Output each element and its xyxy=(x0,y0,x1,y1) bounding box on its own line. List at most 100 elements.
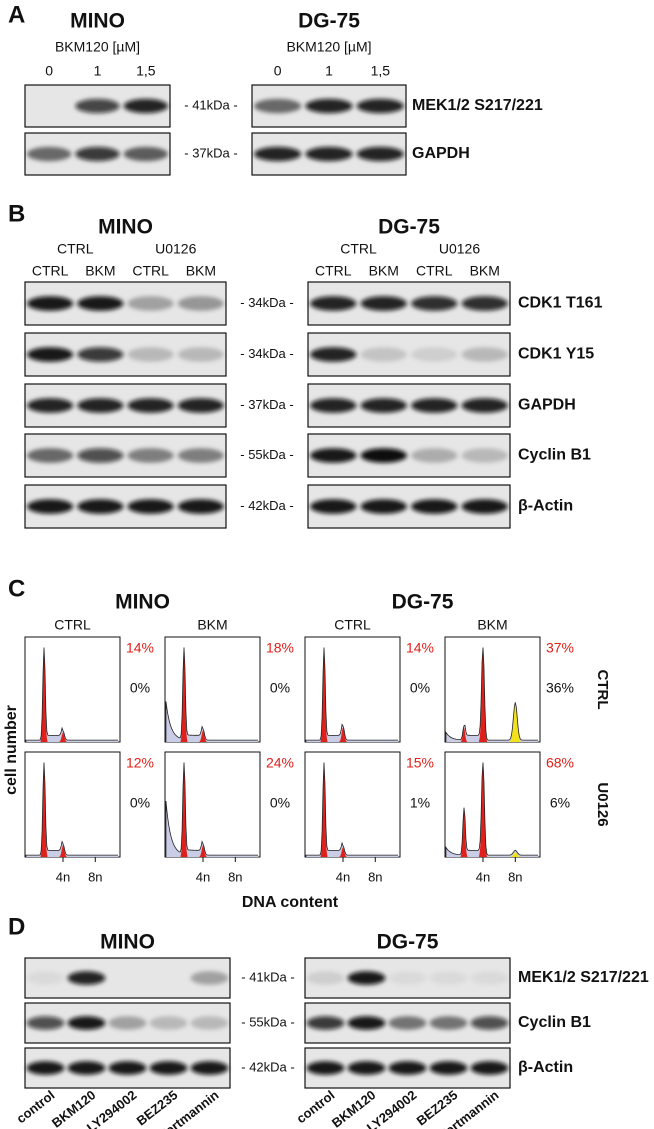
band xyxy=(356,146,404,162)
condition: CTRL xyxy=(57,241,94,257)
group-title: MINO xyxy=(100,931,155,954)
histogram-outline xyxy=(165,762,259,857)
stat-black: 0% xyxy=(410,680,430,696)
band xyxy=(360,398,407,413)
group-title: DG-75 xyxy=(392,591,454,614)
histogram-peak xyxy=(509,852,521,857)
marker: - 55kDa - xyxy=(241,1014,294,1029)
band xyxy=(429,971,468,985)
band xyxy=(411,296,458,311)
band xyxy=(254,98,302,114)
band xyxy=(149,1016,188,1030)
band xyxy=(177,398,224,413)
histogram-outline xyxy=(25,647,119,742)
band xyxy=(77,398,124,413)
band xyxy=(127,398,174,413)
band xyxy=(411,398,458,413)
stat-black: 0% xyxy=(270,795,290,811)
band xyxy=(26,1061,65,1075)
band xyxy=(461,296,508,311)
lane-label: CTRL xyxy=(32,263,69,279)
protein: MEK1/2 S217/221 xyxy=(412,97,543,114)
band xyxy=(310,499,357,514)
histogram-peak xyxy=(59,732,67,742)
column-header: BKM xyxy=(197,617,227,633)
stat-red: 15% xyxy=(406,755,434,771)
stat-red: 12% xyxy=(126,755,154,771)
band xyxy=(461,347,508,362)
histogram-outline xyxy=(25,762,119,857)
band xyxy=(190,1016,229,1030)
band xyxy=(75,146,120,162)
histogram-peak xyxy=(339,847,347,857)
band xyxy=(470,971,509,985)
histogram-peak xyxy=(339,727,347,742)
histogram-frame xyxy=(444,636,541,743)
condition: CTRL xyxy=(340,241,377,257)
x-tick-label: 4n xyxy=(196,869,210,884)
band xyxy=(388,1016,427,1030)
band xyxy=(177,499,224,514)
histogram-outline xyxy=(445,762,539,857)
histogram-peak xyxy=(199,845,207,857)
protein: GAPDH xyxy=(412,145,470,162)
protein: Cyclin B1 xyxy=(518,447,591,464)
lane-label: 0 xyxy=(45,63,53,79)
marker: - 37kDa - xyxy=(240,397,293,412)
histogram-outline xyxy=(305,647,399,742)
panel-letter: A xyxy=(8,1,25,28)
group-title: DG-75 xyxy=(377,931,439,954)
band xyxy=(27,296,74,311)
marker: - 41kDa - xyxy=(184,97,237,112)
marker: - 34kDa - xyxy=(240,295,293,310)
band xyxy=(123,98,169,114)
column-header: BKM xyxy=(477,617,507,633)
band xyxy=(127,296,174,311)
histogram-frame xyxy=(24,751,121,858)
band xyxy=(149,1061,188,1075)
condition: U0126 xyxy=(155,241,196,257)
x-tick-label: 8n xyxy=(368,869,382,884)
band xyxy=(461,398,508,413)
band xyxy=(470,1016,509,1030)
band xyxy=(26,1016,65,1030)
histogram-frame xyxy=(24,636,121,743)
protein: Cyclin B1 xyxy=(518,1014,591,1031)
band xyxy=(306,971,345,985)
panel-letter: B xyxy=(8,200,25,227)
band xyxy=(305,98,353,114)
lane-label: 1,5 xyxy=(371,63,391,79)
band xyxy=(27,499,74,514)
group-title: MINO xyxy=(115,591,170,614)
x-tick-label: 8n xyxy=(508,869,522,884)
row-label: U0126 xyxy=(594,782,611,826)
lane-label: 1,5 xyxy=(136,63,156,79)
lane-label: BKM xyxy=(470,263,500,279)
protein: GAPDH xyxy=(518,397,576,414)
band xyxy=(26,146,72,162)
column-header: CTRL xyxy=(54,617,91,633)
histogram-frame xyxy=(304,751,401,858)
x-tick-label: 4n xyxy=(336,869,350,884)
band xyxy=(26,971,65,985)
band xyxy=(67,971,106,985)
band xyxy=(127,448,174,463)
marker: - 55kDa - xyxy=(240,447,293,462)
lane-label: BKM xyxy=(85,263,115,279)
band xyxy=(77,499,124,514)
treatment: BKM120 [µM] xyxy=(286,39,371,55)
marker: - 37kDa - xyxy=(184,145,237,160)
x-label: DNA content xyxy=(242,894,339,911)
group-title: MINO xyxy=(98,216,153,239)
panel-letter: C xyxy=(8,575,25,602)
band xyxy=(388,971,427,985)
histogram-frame xyxy=(304,636,401,743)
band xyxy=(127,499,174,514)
histogram-frame xyxy=(164,636,261,743)
band xyxy=(347,1061,386,1075)
y-label: cell number xyxy=(3,705,20,795)
stat-black: 0% xyxy=(130,680,150,696)
band xyxy=(411,448,458,463)
band xyxy=(461,448,508,463)
